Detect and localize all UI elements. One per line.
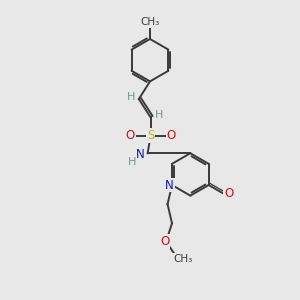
Text: S: S (147, 129, 154, 142)
Text: CH₃: CH₃ (140, 17, 160, 27)
Text: N: N (165, 178, 174, 191)
Text: O: O (160, 235, 170, 248)
Text: N: N (136, 148, 145, 161)
Text: H: H (128, 157, 136, 167)
Text: H: H (126, 92, 135, 102)
Text: O: O (224, 187, 233, 200)
Text: O: O (167, 129, 176, 142)
Text: H: H (154, 110, 163, 120)
Text: O: O (125, 129, 135, 142)
Text: CH₃: CH₃ (173, 254, 193, 264)
